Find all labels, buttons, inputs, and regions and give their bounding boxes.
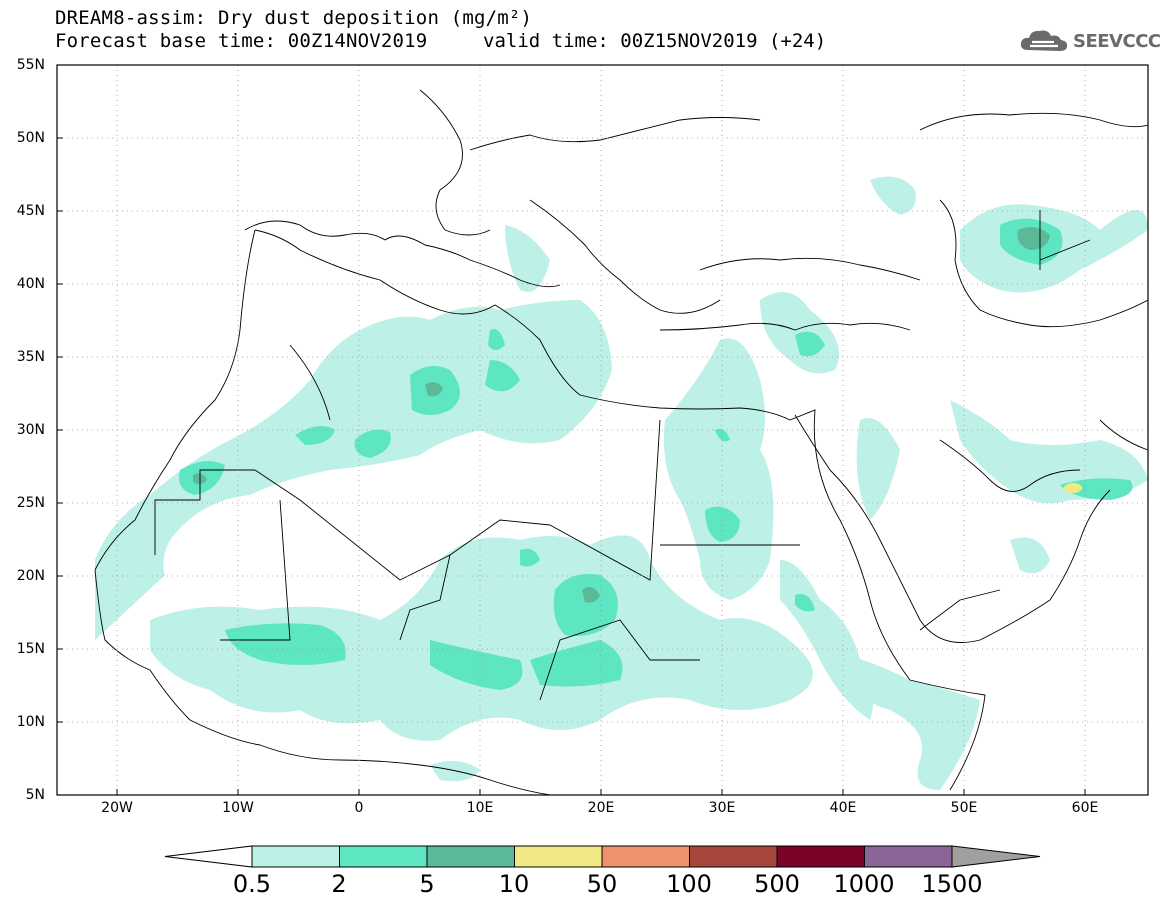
lon-label-20w: 20W [101, 800, 133, 816]
colorbar-label-1000: 1000 [833, 870, 895, 898]
lat-label-45n: 45N [16, 203, 45, 219]
lat-label-55n: 55N [16, 57, 45, 73]
lon-label-10e: 10E [466, 800, 494, 816]
colorbar-label-10: 10 [498, 870, 530, 898]
lat-label-50n: 50N [16, 130, 45, 146]
ticks [57, 137, 1086, 795]
logo-text: SEEVCCC [1073, 30, 1161, 52]
lat-label-20n: 20N [16, 568, 45, 584]
lon-label-40e: 40E [829, 800, 857, 816]
colorbar-label-500: 500 [754, 870, 800, 898]
cloud-icon [1020, 30, 1068, 51]
coastlines-borders [94, 89, 1148, 795]
valid-time: valid time: 00Z15NOV2019 (+24) [483, 30, 827, 52]
colorbar-label-5: 5 [419, 870, 435, 898]
lon-label-10w: 10W [222, 800, 254, 816]
lat-label-35n: 35N [16, 349, 45, 365]
lon-label-20e: 20E [587, 800, 615, 816]
colorbar-label-2: 2 [331, 870, 347, 898]
lat-label-15n: 15N [16, 641, 45, 657]
lat-label-25n: 25N [16, 495, 45, 511]
seevccc-logo: SEEVCCC [1018, 26, 1161, 56]
colorbar-label-50: 50 [586, 870, 618, 898]
colorbar-label-1500: 1500 [921, 870, 983, 898]
lat-label-40n: 40N [16, 276, 45, 292]
lat-label-5n: 5N [25, 787, 45, 803]
map-title: DREAM8-assim: Dry dust deposition (mg/m²… [55, 7, 533, 29]
lon-label-50e: 50E [950, 800, 978, 816]
lat-label-30n: 30N [16, 422, 45, 438]
graticule [57, 65, 1148, 795]
deposition-field [95, 176, 1148, 790]
lat-label-10n: 10N [16, 714, 45, 730]
colorbar-label-0-5: 0.5 [232, 870, 272, 898]
lon-label-0: 0 [354, 800, 364, 816]
lon-label-30e: 30E [708, 800, 736, 816]
forecast-base-time: Forecast base time: 00Z14NOV2019 [55, 30, 428, 52]
lon-label-60e: 60E [1071, 800, 1099, 816]
colorbar-label-100: 100 [666, 870, 712, 898]
